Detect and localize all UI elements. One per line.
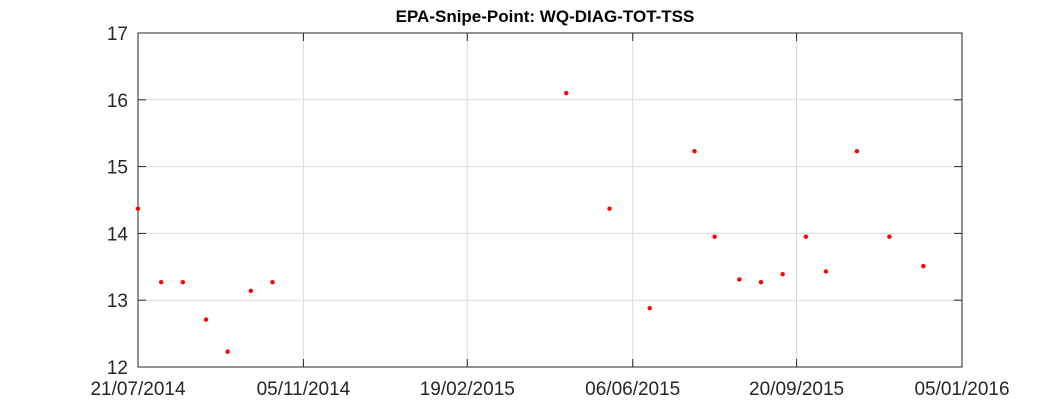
data-point — [921, 263, 926, 269]
x-tick-label: 05/11/2014 — [257, 379, 351, 400]
data-point — [887, 234, 892, 239]
data-point — [692, 149, 697, 154]
data-point — [180, 279, 186, 285]
data-point — [823, 269, 829, 274]
x-tick-label: 20/09/2015 — [749, 379, 844, 400]
y-tick-label: 12 — [107, 358, 128, 379]
axis-ticks — [137, 32, 963, 368]
y-tick-label: 16 — [107, 91, 128, 112]
chart-title: EPA-Snipe-Point: WQ-DIAG-TOT-TSS — [396, 7, 695, 26]
data-point — [225, 349, 230, 354]
y-tick-label: 14 — [107, 224, 129, 245]
x-tick-label: 21/07/2014 — [90, 379, 186, 400]
data-point — [737, 277, 742, 282]
data-point — [758, 279, 764, 285]
data-point — [158, 279, 164, 285]
data-point — [564, 90, 569, 96]
data-point — [780, 271, 785, 277]
data-series — [135, 90, 926, 354]
y-tick-label: 15 — [107, 158, 128, 179]
data-point — [270, 279, 275, 285]
y-tick-label: 17 — [107, 24, 128, 45]
data-point — [803, 234, 809, 239]
data-point — [647, 306, 652, 311]
data-point — [854, 149, 860, 154]
data-point — [135, 206, 141, 211]
x-axis: 21/07/2014 05/11/2014 19/02/2015 06/06/2015… — [90, 379, 1009, 400]
data-point — [712, 234, 717, 239]
data-point — [248, 288, 254, 294]
data-point — [607, 206, 612, 211]
grid — [137, 32, 963, 368]
x-tick-label: 06/06/2015 — [585, 379, 680, 400]
y-tick-label: 13 — [107, 291, 128, 312]
plot-area — [137, 32, 963, 368]
data-point — [203, 317, 209, 322]
x-tick-label: 05/01/2016 — [914, 379, 1009, 400]
x-tick-label: 19/02/2015 — [420, 379, 515, 400]
y-axis: 12 13 14 15 16 17 — [107, 24, 129, 379]
